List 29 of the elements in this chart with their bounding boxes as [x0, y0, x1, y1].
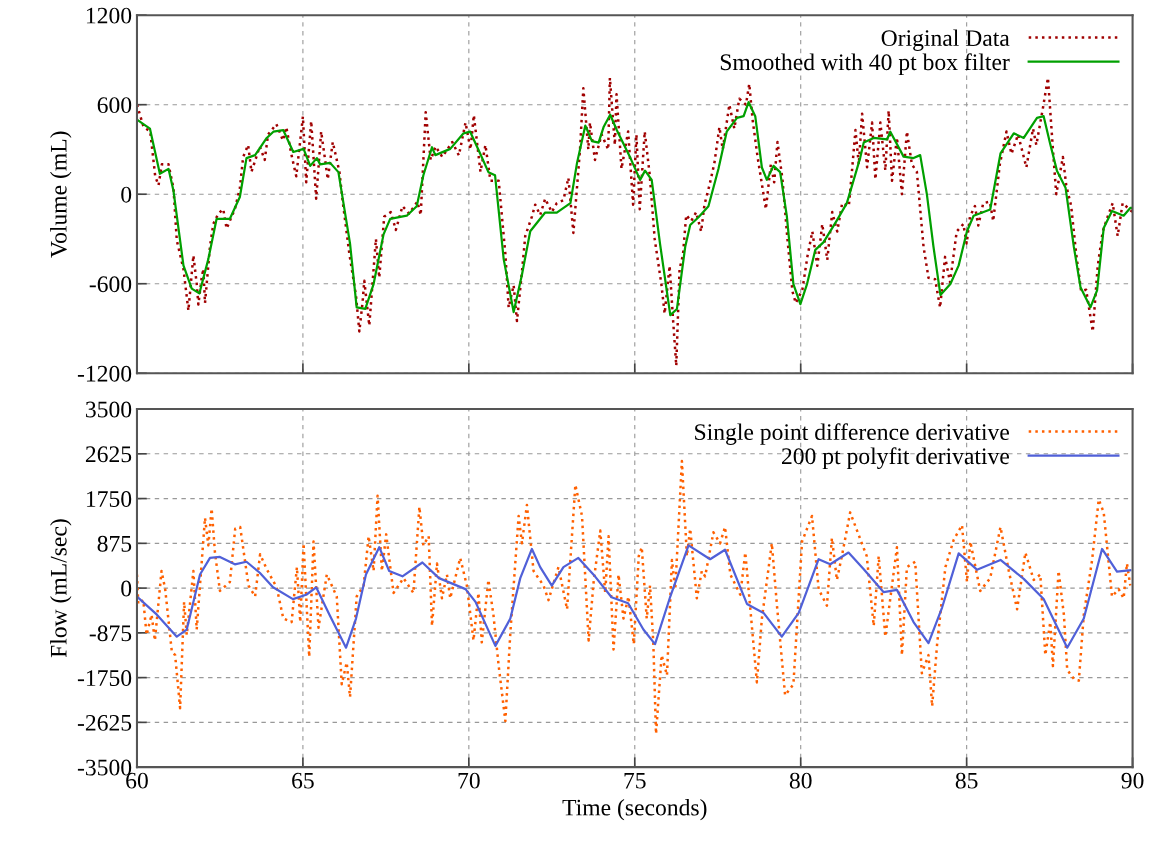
x-tick-label: 65	[292, 772, 314, 789]
y-axis-title: Flow (mL/sec)	[50, 519, 72, 658]
y-tick-label: 600	[97, 97, 132, 114]
y-tick-label: -1750	[77, 670, 132, 687]
y-tick-label: 0	[121, 580, 132, 597]
legend-label: 200 pt polyfit derivative	[782, 447, 1009, 470]
y-tick-label: 1200	[86, 7, 132, 24]
y-tick-label: -875	[89, 625, 132, 642]
legend-label: Original Data	[881, 29, 1010, 51]
legend-label: Smoothed with 40 pt box filter	[720, 53, 1010, 75]
x-tick-label: 75	[624, 772, 646, 789]
y-tick-label: 1750	[86, 491, 132, 507]
x-axis-title: Time (seconds)	[562, 798, 707, 821]
x-tick-label: 85	[955, 772, 978, 789]
x-tick-label: 90	[1121, 772, 1144, 789]
y-tick-label: 875	[97, 535, 132, 552]
y-tick-label: -600	[89, 276, 132, 293]
line-series	[136, 101, 1133, 317]
y-tick-label: 3500	[86, 401, 132, 418]
y-tick-label: -1200	[77, 365, 132, 382]
x-tick-label: 80	[789, 772, 812, 789]
y-tick-label: 2625	[85, 446, 132, 463]
line-series	[136, 76, 1133, 368]
y-tick-label: -2625	[77, 714, 132, 731]
x-tick-label: 70	[458, 772, 480, 789]
legend-label: Single point difference derivative	[695, 423, 1009, 445]
y-tick-label: 0	[121, 186, 132, 203]
line-series	[136, 544, 1132, 649]
y-axis-title: Volume (mL)	[50, 131, 72, 258]
